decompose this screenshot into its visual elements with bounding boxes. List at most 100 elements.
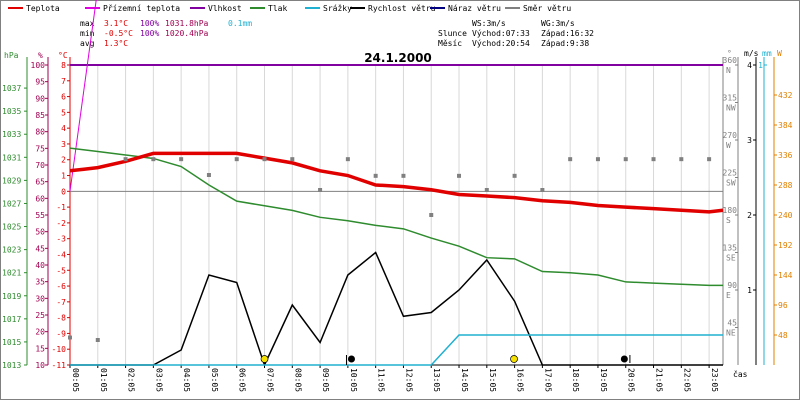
- legend-label: Směr větru: [523, 4, 571, 13]
- hpa-axis-unit: hPa: [4, 51, 19, 60]
- direction-tick-label: 225: [723, 169, 738, 178]
- percent-tick-label: 25: [35, 311, 45, 320]
- wind-direction-point: [512, 173, 517, 178]
- series-line-prizemni-teplota: [69, 0, 97, 192]
- percent-tick-label: 75: [35, 144, 45, 153]
- legend-label: Přízemní teplota: [103, 4, 180, 13]
- celsius-tick-label: 1: [61, 172, 66, 181]
- series-line-srazky: [70, 334, 723, 366]
- x-tick-label: 12:05: [404, 368, 413, 392]
- celsius-tick-label: 7: [61, 77, 66, 86]
- x-tick-label: 06:05: [238, 368, 247, 392]
- hpa-tick-label: 1023: [2, 246, 21, 255]
- direction-compass-label: W: [726, 141, 731, 150]
- ms-axis-unit: m/s: [744, 49, 759, 58]
- direction-compass-label: E: [726, 291, 731, 300]
- stats-value: 100%: [140, 29, 159, 38]
- x-axis-label: čas: [733, 369, 748, 379]
- rain-scale-tick-label: 192: [778, 241, 793, 250]
- info-moon-rise: Východ:20:54: [472, 39, 530, 48]
- wind-direction-point: [623, 157, 628, 162]
- x-tick-label: 21:05: [655, 368, 664, 392]
- percent-tick-label: 70: [35, 161, 45, 170]
- celsius-tick-label: -4: [56, 250, 66, 259]
- wind-direction-point: [568, 157, 573, 162]
- wind-direction-point: [290, 157, 295, 162]
- direction-tick-label: 315: [723, 94, 738, 103]
- stats-value: max: [80, 19, 95, 28]
- wind-direction-point: [95, 338, 100, 342]
- wind-direction-point: [206, 173, 211, 177]
- percent-tick-label: 85: [35, 111, 45, 120]
- sun-marker: [510, 355, 518, 363]
- stats-value: 3.1°C: [104, 19, 128, 28]
- x-tick-label: 13:05: [432, 368, 441, 392]
- wind-direction-point: [151, 157, 156, 162]
- rain-scale-tick-label: 240: [778, 211, 793, 220]
- info-sun-rise: Východ:07:33: [472, 29, 530, 38]
- rain-scale-tick-label: 144: [778, 271, 793, 280]
- moon-marker: [347, 355, 355, 363]
- x-tick-label: 18:05: [571, 368, 580, 392]
- rain-scale-tick-label: 96: [778, 301, 788, 310]
- wind-direction-point: [679, 157, 684, 162]
- percent-tick-label: 20: [35, 328, 45, 337]
- wind-direction-point: [429, 213, 434, 217]
- ms-tick-label: 3: [747, 136, 752, 145]
- wind-direction-point: [651, 157, 656, 162]
- x-tick-label: 17:05: [543, 368, 552, 392]
- percent-tick-label: 30: [35, 294, 45, 303]
- percent-tick-label: 80: [35, 128, 45, 137]
- hpa-tick-label: 1019: [2, 292, 21, 301]
- celsius-tick-label: -8: [56, 314, 66, 323]
- direction-compass-label: N: [726, 66, 731, 75]
- stats-value: 1.3°C: [104, 39, 128, 48]
- stats-value: avg: [80, 39, 95, 48]
- wind-direction-point: [401, 173, 406, 178]
- wind-direction-point: [707, 157, 712, 162]
- percent-tick-label: 35: [35, 278, 45, 287]
- direction-tick-label: 360: [723, 56, 738, 65]
- x-tick-label: 05:05: [210, 368, 219, 392]
- celsius-tick-label: 3: [61, 140, 66, 149]
- rain-scale-tick-label: 432: [778, 91, 793, 100]
- direction-tick-label: 270: [723, 131, 738, 140]
- direction-tick-label: 180: [723, 206, 738, 215]
- stats-value: 1031.8hPa: [165, 19, 209, 28]
- x-tick-label: 20:05: [627, 368, 636, 392]
- legend-label: Náraz větru: [448, 4, 501, 13]
- wind-direction-point: [318, 188, 323, 192]
- x-tick-label: 03:05: [154, 368, 163, 392]
- stats-value: -0.5°C: [104, 29, 133, 38]
- chart-title: 24.1.2000: [364, 51, 432, 65]
- percent-tick-label: 45: [35, 244, 45, 253]
- percent-tick-label: 15: [35, 344, 45, 353]
- direction-axis-unit: °: [727, 49, 732, 58]
- percent-axis-unit: %: [38, 51, 43, 60]
- series-line-rychlost-vetru: [70, 251, 723, 368]
- celsius-tick-label: -9: [56, 329, 66, 338]
- percent-tick-label: 95: [35, 78, 45, 87]
- x-tick-label: 04:05: [182, 368, 191, 392]
- x-tick-label: 10:05: [349, 368, 358, 392]
- x-tick-label: 19:05: [599, 368, 608, 392]
- hpa-tick-label: 1017: [2, 315, 21, 324]
- wind-direction-point: [262, 157, 267, 162]
- ms-tick-label: 2: [747, 211, 752, 220]
- percent-tick-label: 100: [31, 61, 46, 70]
- direction-compass-label: S: [726, 216, 731, 225]
- info-moon-label: Měsíc: [438, 39, 462, 48]
- mm-tick-label: 1: [758, 61, 763, 70]
- rain-scale-unit: W: [777, 49, 782, 58]
- percent-tick-label: 10: [35, 361, 45, 370]
- celsius-tick-label: -3: [56, 235, 66, 244]
- info-moon-set: Západ:9:38: [541, 39, 589, 48]
- x-tick-label: 14:05: [460, 368, 469, 392]
- hpa-tick-label: 1035: [2, 107, 21, 116]
- x-tick-label: 09:05: [321, 368, 330, 392]
- celsius-tick-label: 2: [61, 156, 66, 165]
- legend-label: Rychlost větru: [368, 4, 436, 13]
- celsius-tick-label: 0: [61, 187, 66, 196]
- celsius-tick-label: -7: [56, 298, 66, 307]
